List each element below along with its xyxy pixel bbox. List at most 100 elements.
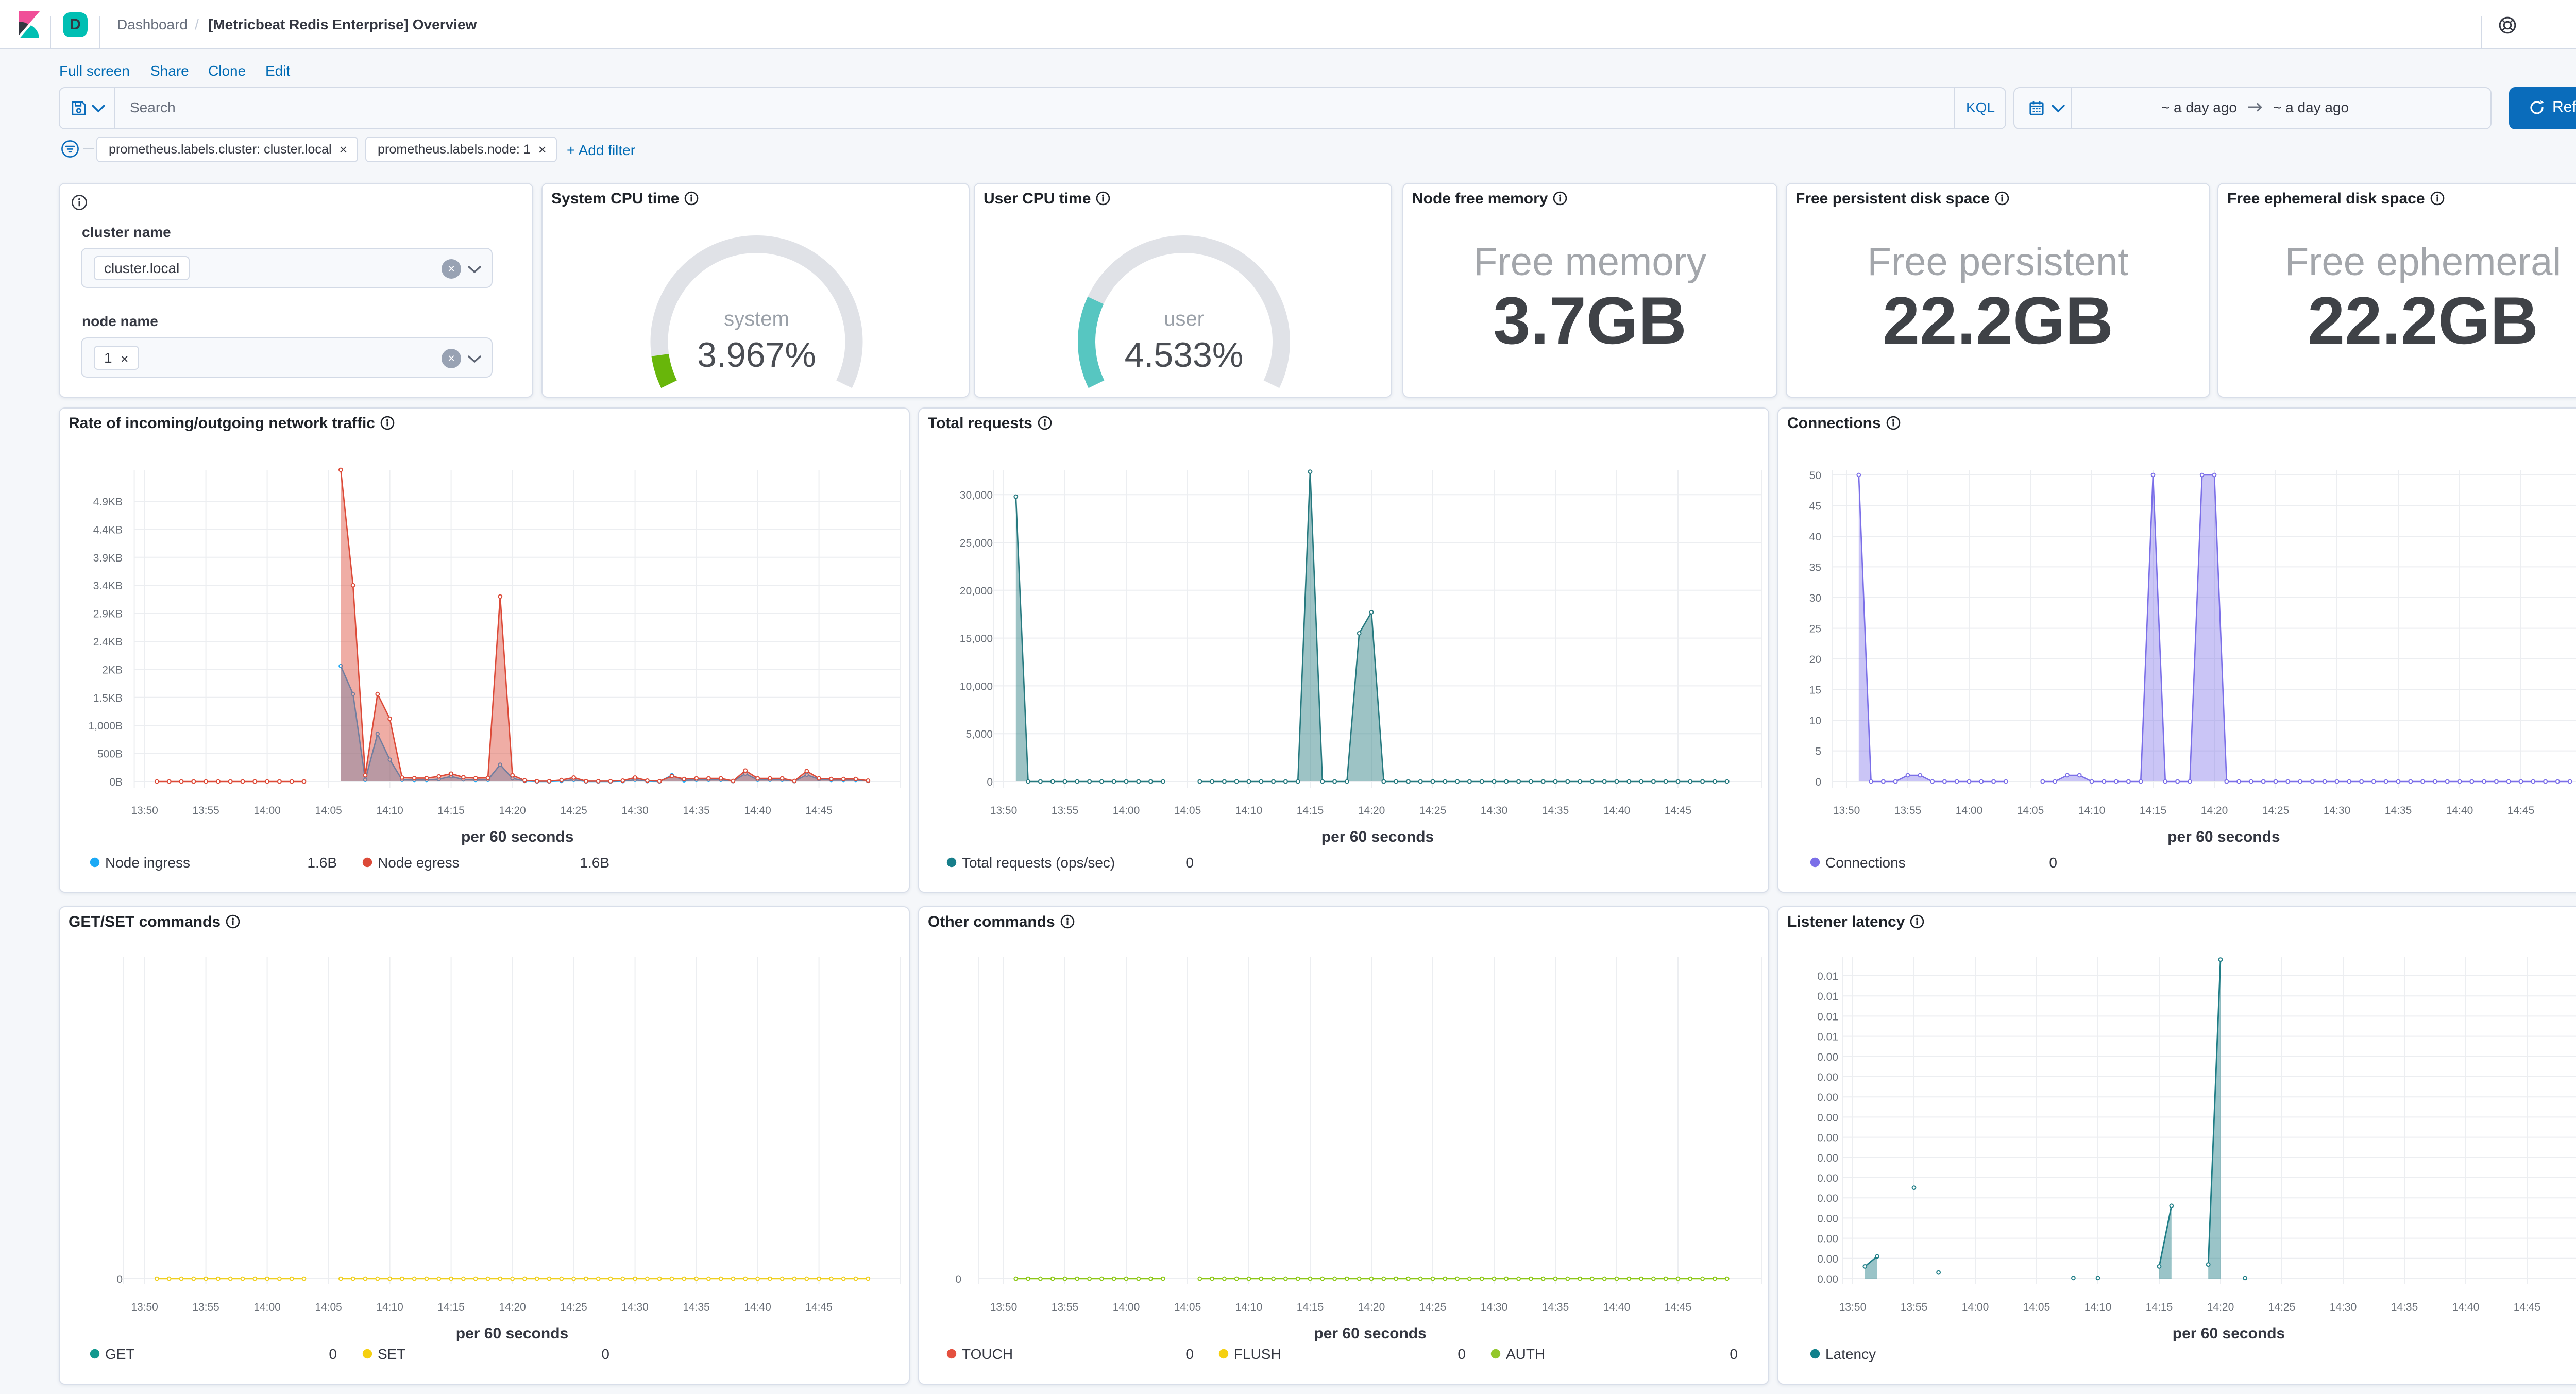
- svg-text:0.00: 0.00: [1817, 1132, 1838, 1144]
- svg-text:14:00: 14:00: [253, 1301, 281, 1313]
- svg-text:14:45: 14:45: [2514, 1301, 2541, 1313]
- svg-text:0B: 0B: [109, 776, 123, 788]
- svg-text:2.9KB: 2.9KB: [93, 608, 123, 620]
- svg-text:0: 0: [1730, 1346, 1738, 1362]
- svg-text:0.00: 0.00: [1817, 1193, 1838, 1204]
- svg-text:4.533%: 4.533%: [1125, 335, 1244, 375]
- svg-text:Total requests (ops/sec): Total requests (ops/sec): [962, 855, 1115, 871]
- svg-text:14:45: 14:45: [2507, 805, 2535, 817]
- svg-text:14:10: 14:10: [376, 805, 403, 817]
- svg-text:system: system: [724, 308, 789, 330]
- svg-text:14:00: 14:00: [253, 805, 281, 817]
- svg-text:13:55: 13:55: [192, 1301, 219, 1313]
- svg-text:10,000: 10,000: [960, 681, 993, 692]
- svg-text:14:40: 14:40: [1603, 805, 1631, 817]
- svg-text:14:45: 14:45: [805, 1301, 833, 1313]
- svg-text:per 60 seconds: per 60 seconds: [1314, 1325, 1426, 1342]
- svg-text:0.00: 0.00: [1817, 1233, 1838, 1245]
- svg-text:0.00: 0.00: [1817, 1112, 1838, 1124]
- svg-text:10: 10: [1809, 715, 1821, 727]
- svg-text:0: 0: [955, 1273, 961, 1285]
- svg-text:14:20: 14:20: [499, 1301, 526, 1313]
- svg-text:13:55: 13:55: [1901, 1301, 1928, 1313]
- svg-text:40: 40: [1809, 531, 1821, 543]
- svg-text:14:15: 14:15: [1297, 805, 1324, 817]
- svg-text:14:30: 14:30: [621, 805, 649, 817]
- svg-text:0.00: 0.00: [1817, 1072, 1838, 1083]
- svg-text:14:25: 14:25: [560, 1301, 587, 1313]
- svg-text:14:40: 14:40: [744, 805, 771, 817]
- svg-text:14:35: 14:35: [1542, 1301, 1569, 1313]
- svg-text:20: 20: [1809, 654, 1821, 666]
- svg-text:1.6B: 1.6B: [307, 855, 337, 871]
- svg-text:35: 35: [1809, 562, 1821, 573]
- svg-text:14:15: 14:15: [2146, 1301, 2173, 1313]
- svg-text:14:25: 14:25: [2268, 1301, 2296, 1313]
- svg-text:14:35: 14:35: [1542, 805, 1569, 817]
- svg-text:14:40: 14:40: [2446, 805, 2473, 817]
- svg-text:15: 15: [1809, 684, 1821, 696]
- svg-text:4.4KB: 4.4KB: [93, 524, 123, 536]
- svg-text:14:20: 14:20: [2207, 1301, 2234, 1313]
- svg-text:14:35: 14:35: [683, 1301, 710, 1313]
- svg-text:per 60 seconds: per 60 seconds: [2173, 1325, 2285, 1342]
- svg-text:45: 45: [1809, 501, 1821, 513]
- svg-text:0: 0: [1458, 1346, 1466, 1362]
- svg-text:AUTH: AUTH: [1506, 1346, 1545, 1362]
- svg-text:20,000: 20,000: [960, 585, 993, 597]
- svg-text:14:20: 14:20: [499, 805, 526, 817]
- svg-text:0: 0: [1185, 1346, 1194, 1362]
- svg-text:13:50: 13:50: [990, 805, 1018, 817]
- svg-text:14:15: 14:15: [2140, 805, 2167, 817]
- svg-text:14:30: 14:30: [621, 1301, 649, 1313]
- svg-text:14:05: 14:05: [1174, 805, 1201, 817]
- svg-text:14:15: 14:15: [437, 805, 465, 817]
- svg-text:13:50: 13:50: [990, 1301, 1018, 1313]
- svg-text:14:05: 14:05: [315, 805, 342, 817]
- svg-text:0.00: 0.00: [1817, 1152, 1838, 1164]
- svg-text:14:00: 14:00: [1113, 805, 1140, 817]
- svg-text:13:55: 13:55: [1894, 805, 1922, 817]
- svg-text:14:10: 14:10: [2078, 805, 2106, 817]
- svg-text:3.967%: 3.967%: [697, 335, 816, 375]
- svg-text:0.01: 0.01: [1817, 971, 1838, 982]
- svg-text:14:20: 14:20: [1358, 805, 1385, 817]
- svg-text:user: user: [1164, 308, 1204, 330]
- svg-text:0.00: 0.00: [1817, 1172, 1838, 1184]
- svg-text:14:30: 14:30: [1481, 805, 1508, 817]
- svg-text:TOUCH: TOUCH: [962, 1346, 1013, 1362]
- svg-text:2KB: 2KB: [102, 664, 123, 676]
- svg-text:25,000: 25,000: [960, 537, 993, 549]
- svg-text:0.00: 0.00: [1817, 1253, 1838, 1265]
- svg-text:0: 0: [601, 1346, 609, 1362]
- svg-text:14:20: 14:20: [2201, 805, 2228, 817]
- svg-text:5,000: 5,000: [965, 728, 993, 740]
- svg-text:per 60 seconds: per 60 seconds: [456, 1325, 568, 1342]
- svg-text:13:50: 13:50: [1839, 1301, 1867, 1313]
- svg-text:14:40: 14:40: [1603, 1301, 1631, 1313]
- svg-text:FLUSH: FLUSH: [1234, 1346, 1281, 1362]
- svg-text:14:45: 14:45: [1665, 805, 1692, 817]
- svg-text:14:30: 14:30: [1481, 1301, 1508, 1313]
- svg-text:3.4KB: 3.4KB: [93, 580, 123, 592]
- svg-text:Latency: Latency: [1825, 1346, 1876, 1362]
- svg-text:4.9KB: 4.9KB: [93, 496, 123, 508]
- svg-text:14:05: 14:05: [2017, 805, 2044, 817]
- svg-text:0.00: 0.00: [1817, 1051, 1838, 1063]
- svg-text:0: 0: [116, 1273, 123, 1285]
- svg-text:14:25: 14:25: [1419, 805, 1447, 817]
- svg-text:14:40: 14:40: [2452, 1301, 2480, 1313]
- svg-text:3.9KB: 3.9KB: [93, 552, 123, 564]
- svg-text:14:35: 14:35: [2391, 1301, 2418, 1313]
- svg-text:14:20: 14:20: [1358, 1301, 1385, 1313]
- svg-text:14:05: 14:05: [1174, 1301, 1201, 1313]
- svg-text:15,000: 15,000: [960, 633, 993, 645]
- svg-text:14:45: 14:45: [1665, 1301, 1692, 1313]
- svg-text:14:45: 14:45: [805, 805, 833, 817]
- svg-text:5: 5: [1815, 746, 1821, 758]
- svg-text:14:35: 14:35: [683, 805, 710, 817]
- svg-text:50: 50: [1809, 470, 1821, 482]
- svg-text:13:55: 13:55: [1052, 1301, 1079, 1313]
- svg-text:30: 30: [1809, 592, 1821, 604]
- svg-text:13:50: 13:50: [131, 1301, 158, 1313]
